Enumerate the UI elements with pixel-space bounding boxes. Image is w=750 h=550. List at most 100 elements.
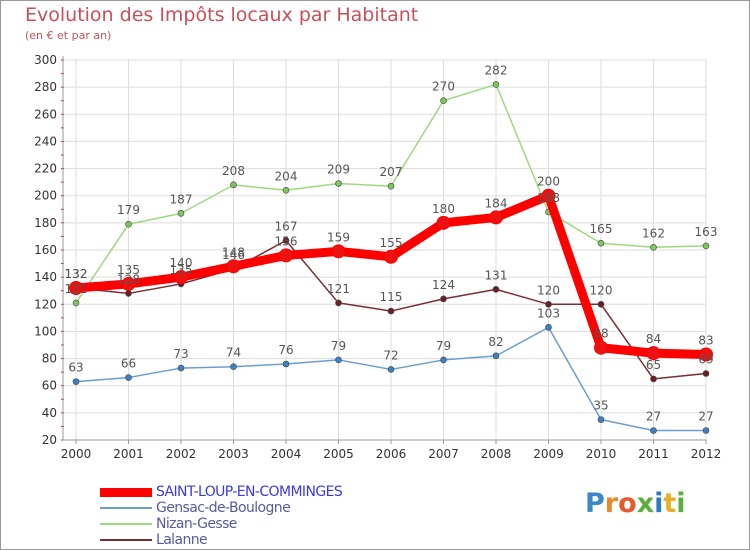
legend-swatch xyxy=(100,507,152,509)
data-label-lalanne: 167 xyxy=(275,220,298,234)
proxiti-logo: Proxiti xyxy=(585,488,686,519)
data-label-lalanne: 65 xyxy=(646,358,661,372)
data-point-gensac-de-boulogne xyxy=(335,356,342,364)
y-tick-label: 140 xyxy=(34,270,57,284)
data-point-lalanne xyxy=(597,300,605,308)
data-point-saint-loup-en-comminges xyxy=(121,276,136,291)
data-point-nizan-gesse xyxy=(230,181,237,189)
y-tick-label: 240 xyxy=(34,134,57,148)
data-label-nizan-gesse: 282 xyxy=(485,63,508,77)
data-label-saint-loup-en-comminges: 180 xyxy=(432,202,455,216)
data-label-lalanne: 69 xyxy=(698,353,713,367)
data-label-nizan-gesse: 165 xyxy=(590,222,613,236)
data-label-saint-loup-en-comminges: 155 xyxy=(380,236,403,250)
data-label-lalanne: 146 xyxy=(222,248,245,262)
y-tick-label: 100 xyxy=(34,324,57,338)
x-tick-label: 2011 xyxy=(638,447,669,461)
data-label-gensac-de-boulogne: 66 xyxy=(121,357,136,371)
data-label-gensac-de-boulogne: 27 xyxy=(646,410,661,424)
data-point-nizan-gesse xyxy=(72,299,80,307)
data-point-lalanne xyxy=(387,307,395,315)
data-label-gensac-de-boulogne: 63 xyxy=(68,361,83,375)
data-point-saint-loup-en-comminges xyxy=(226,259,241,274)
data-point-nizan-gesse xyxy=(650,243,657,251)
chart-subtitle: (en € et par an) xyxy=(25,29,112,42)
legend-label: SAINT-LOUP-EN-COMMINGES xyxy=(156,484,343,500)
y-tick-label: 280 xyxy=(34,80,57,94)
legend-label: Nizan-Gesse xyxy=(156,516,237,532)
data-label-lalanne: 132 xyxy=(65,267,88,281)
data-point-lalanne xyxy=(335,299,342,307)
data-point-saint-loup-en-comminges xyxy=(384,249,398,264)
y-tick-label: 60 xyxy=(42,379,57,393)
data-point-saint-loup-en-comminges xyxy=(699,347,713,362)
data-label-saint-loup-en-comminges: 156 xyxy=(275,234,298,248)
data-point-gensac-de-boulogne xyxy=(177,364,185,372)
x-tick-label: 2003 xyxy=(218,447,249,461)
data-point-lalanne xyxy=(282,237,290,244)
legend-label: Lalanne xyxy=(156,532,208,548)
data-point-saint-loup-en-comminges xyxy=(174,270,188,285)
y-tick-label: 180 xyxy=(34,216,57,230)
x-tick-label: 2009 xyxy=(533,447,564,461)
logo-letter: i xyxy=(676,488,686,519)
data-point-saint-loup-en-comminges xyxy=(69,281,83,295)
data-label-gensac-de-boulogne: 27 xyxy=(698,410,713,424)
y-tick-label: 220 xyxy=(34,162,57,176)
data-label-gensac-de-boulogne: 35 xyxy=(593,399,608,413)
y-tick-label: 260 xyxy=(34,107,57,121)
data-point-nizan-gesse xyxy=(492,81,500,88)
data-label-saint-loup-en-comminges: 148 xyxy=(222,245,245,259)
data-point-saint-loup-en-comminges xyxy=(594,340,608,355)
data-label-nizan-gesse: 121 xyxy=(65,282,88,296)
data-point-saint-loup-en-comminges xyxy=(541,188,556,203)
legend-label: Gensac-de-Boulogne xyxy=(156,500,291,516)
data-label-nizan-gesse: 204 xyxy=(275,169,298,183)
x-tick-label: 2002 xyxy=(166,447,197,461)
x-tick-label: 2012 xyxy=(691,447,722,461)
data-point-gensac-de-boulogne xyxy=(702,427,710,434)
data-label-nizan-gesse: 209 xyxy=(327,163,350,177)
logo-letter: r xyxy=(604,488,619,519)
data-point-nizan-gesse xyxy=(282,186,290,194)
x-tick-label: 2008 xyxy=(481,447,512,461)
data-point-gensac-de-boulogne xyxy=(492,352,500,360)
legend-item-lalanne: Lalanne xyxy=(100,532,420,548)
logo-letter: i xyxy=(654,488,664,519)
y-tick-label: 160 xyxy=(34,243,57,257)
data-point-nizan-gesse xyxy=(702,242,710,250)
data-point-lalanne xyxy=(650,375,657,383)
x-tick-label: 2005 xyxy=(323,447,354,461)
data-point-saint-loup-en-comminges xyxy=(489,210,503,225)
y-tick-label: 300 xyxy=(34,53,57,67)
data-label-gensac-de-boulogne: 74 xyxy=(226,346,241,360)
legend-item-nizan-gesse: Nizan-Gesse xyxy=(100,516,420,532)
data-point-lalanne xyxy=(125,290,132,297)
data-point-gensac-de-boulogne xyxy=(597,416,605,423)
data-point-gensac-de-boulogne xyxy=(125,374,132,381)
data-label-saint-loup-en-comminges: 184 xyxy=(485,196,508,210)
data-label-nizan-gesse: 179 xyxy=(117,203,140,217)
data-label-lalanne: 115 xyxy=(380,290,403,304)
data-point-saint-loup-en-comminges xyxy=(646,346,661,361)
x-tick-label: 2000 xyxy=(61,447,92,461)
data-label-nizan-gesse: 188 xyxy=(537,191,560,205)
data-label-nizan-gesse: 208 xyxy=(222,164,245,178)
data-label-lalanne: 131 xyxy=(485,268,508,282)
data-point-nizan-gesse xyxy=(597,239,605,247)
data-label-saint-loup-en-comminges: 132 xyxy=(65,267,88,281)
data-label-gensac-de-boulogne: 82 xyxy=(488,335,503,349)
data-point-nizan-gesse xyxy=(387,182,395,190)
data-label-lalanne: 120 xyxy=(537,283,560,297)
data-label-nizan-gesse: 162 xyxy=(642,226,665,240)
data-label-gensac-de-boulogne: 79 xyxy=(436,339,451,353)
legend-item-gensac-de-boulogne: Gensac-de-Boulogne xyxy=(100,500,420,516)
x-tick-label: 2001 xyxy=(113,447,144,461)
data-label-lalanne: 121 xyxy=(327,282,350,296)
data-point-nizan-gesse xyxy=(177,210,185,217)
data-label-gensac-de-boulogne: 79 xyxy=(331,339,346,353)
x-tick-label: 2004 xyxy=(271,447,302,461)
data-point-gensac-de-boulogne xyxy=(545,324,552,331)
